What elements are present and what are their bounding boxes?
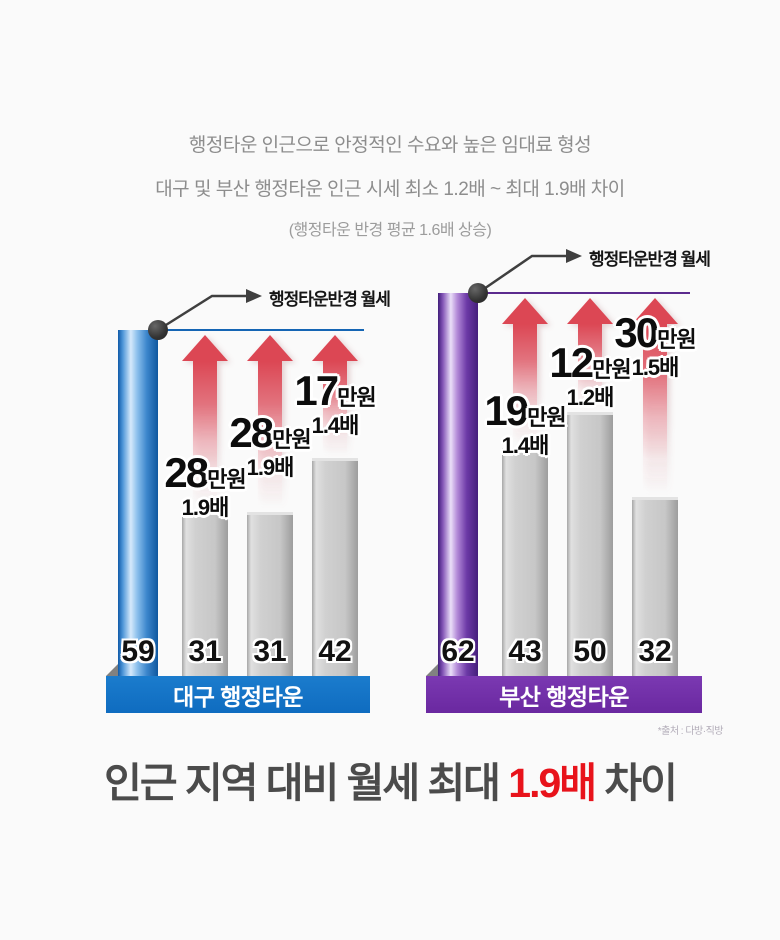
increase-label: 28만원 1.9배	[164, 449, 246, 520]
arrow-shaft	[258, 361, 282, 506]
increase-arrow-icon	[502, 298, 548, 444]
increase-ratio: 1.4배	[501, 433, 550, 458]
banner-corner-shadow	[106, 663, 119, 676]
arrow-head-icon	[312, 335, 358, 361]
header-line-1: 행정타운 인근으로 안정적인 수요와 높은 임대료 형성	[188, 135, 592, 156]
increase-amount: 28	[229, 409, 274, 456]
arrow-shaft	[323, 361, 347, 454]
comparison-bar: 31	[247, 512, 293, 676]
reference-line	[478, 292, 690, 294]
increase-amount: 30	[614, 309, 659, 356]
bar-value: 50	[573, 635, 607, 668]
arrow-head-icon	[247, 335, 293, 361]
arrow-shaft	[643, 324, 667, 493]
reference-dot-icon	[148, 320, 168, 340]
footer-title-suffix: 차이	[595, 760, 677, 806]
header: 행정타운 인근으로 안정적인 수요와 높은 임대료 형성 대구 및 부산 행정타…	[0, 130, 780, 240]
main-bar-busan: 62	[438, 293, 478, 676]
increase-arrow-icon	[632, 298, 678, 493]
bar-value: 31	[253, 635, 287, 668]
footer-title-highlight: 1.9배	[508, 760, 597, 806]
chart-busan: 행정타운반경 월세 62 19만원 1.4배 12만원 1.2배 30만원	[426, 240, 711, 713]
arrow-head-icon	[632, 298, 678, 324]
increase-amount: 28	[164, 449, 209, 496]
increase-label: 19만원 1.4배	[484, 387, 566, 458]
arrow-head-icon	[182, 335, 228, 361]
footer-title: 인근 지역 대비 월세 최대 1.9배 차이	[0, 756, 780, 810]
comparison-bar: 32	[632, 497, 678, 676]
increase-arrow-icon	[567, 298, 613, 408]
increase-ratio: 1.2배	[566, 385, 615, 410]
increase-amount: 19	[484, 387, 529, 434]
arrow-shaft	[513, 324, 537, 444]
arrow-shaft	[578, 324, 602, 408]
bar-value: 31	[188, 635, 222, 668]
increase-label: 12만원 1.2배	[549, 339, 631, 410]
chart-daegu: 행정타운반경 월세 59 28만원 1.9배 28만원 1.9배 17만원	[106, 240, 391, 713]
increase-amount: 12	[549, 339, 594, 386]
header-line-3: (행정타운 반경 평균 1.6배 상승)	[288, 222, 492, 239]
comparison-bar: 42	[312, 458, 358, 676]
increase-ratio: 1.4배	[311, 413, 360, 438]
increase-unit: 만원	[272, 427, 311, 452]
footer-title-prefix: 인근 지역 대비 월세 최대	[104, 760, 509, 806]
callout-connector-line	[477, 249, 582, 295]
bar-value: 62	[441, 635, 475, 668]
comparison-bar: 50	[567, 412, 613, 676]
bar-value: 59	[121, 635, 155, 668]
increase-arrow-icon	[182, 335, 228, 506]
main-bar-daegu: 59	[118, 330, 158, 676]
source-note: *출처 : 다방·직방	[657, 726, 724, 737]
callout-connector-line	[157, 289, 262, 332]
arrow-head-icon	[567, 298, 613, 324]
increase-label: 28만원 1.9배	[229, 409, 311, 480]
increase-unit: 만원	[657, 327, 696, 352]
banner-corner-shadow	[426, 663, 439, 676]
header-line-2: 대구 및 부산 행정타운 인근 시세 최소 1.2배 ~ 최대 1.9배 차이	[155, 179, 625, 200]
increase-unit: 만원	[337, 385, 376, 410]
reference-dot-icon	[468, 283, 488, 303]
comparison-bar: 43	[502, 448, 548, 676]
increase-amount: 17	[294, 367, 339, 414]
increase-ratio: 1.5배	[631, 355, 680, 380]
increase-arrow-icon	[312, 335, 358, 454]
increase-unit: 만원	[207, 467, 246, 492]
increase-unit: 만원	[592, 357, 631, 382]
increase-label: 17만원 1.4배	[294, 367, 376, 438]
callout-arrow-icon	[246, 289, 262, 303]
callout-arrow-icon	[566, 249, 582, 263]
region-banner-busan: 부산 행정타운	[426, 676, 702, 713]
increase-arrow-icon	[247, 335, 293, 506]
increase-ratio: 1.9배	[246, 455, 295, 480]
bar-value: 43	[508, 635, 542, 668]
arrow-head-icon	[502, 298, 548, 324]
increase-label: 30만원 1.5배	[614, 309, 696, 380]
increase-unit: 만원	[527, 405, 566, 430]
bar-value: 42	[318, 635, 352, 668]
arrow-shaft	[193, 361, 217, 506]
bar-value: 32	[638, 635, 672, 668]
callout-label: 행정타운반경 월세	[589, 250, 711, 269]
reference-line	[158, 329, 364, 331]
increase-ratio: 1.9배	[181, 495, 230, 520]
comparison-bar: 31	[182, 512, 228, 676]
callout-label: 행정타운반경 월세	[269, 290, 391, 309]
region-banner-daegu: 대구 행정타운	[106, 676, 370, 713]
